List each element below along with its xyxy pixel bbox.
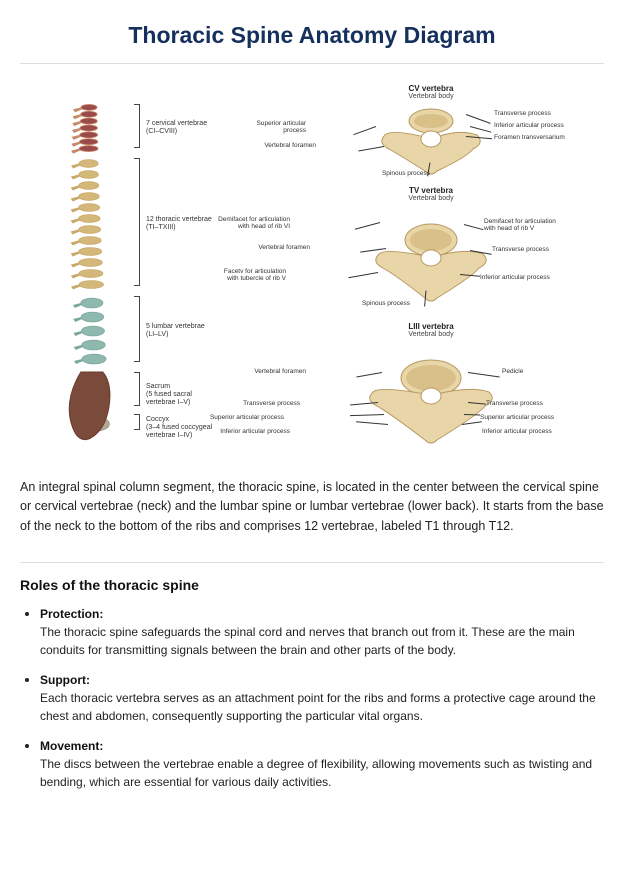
title-rule	[20, 63, 604, 64]
anatomy-label: Transverse process	[486, 400, 543, 407]
anatomy-label: Inferior articular process	[494, 122, 564, 129]
vertebra-block: TV vertebraVertebral bodyDemifacet for a…	[266, 186, 596, 316]
anatomy-label: Superior articular process	[210, 414, 284, 421]
spine-bracket	[134, 414, 140, 430]
spine-bracket	[134, 104, 140, 148]
vertebra-cross-sections: CV vertebraVertebral bodyTransverse proc…	[266, 84, 596, 464]
role-title: Support:	[40, 673, 604, 687]
spine-svg	[38, 84, 158, 454]
role-body: The discs between the vertebrae enable a…	[40, 755, 604, 791]
section-rule	[20, 562, 604, 563]
role-item: Protection: The thoracic spine safeguards…	[40, 605, 604, 659]
spine-bracket	[134, 158, 140, 286]
spine-segment-label: Sacrum(5 fused sacralvertebrae I–V)	[146, 383, 234, 407]
roles-list: Protection: The thoracic spine safeguards…	[20, 605, 604, 791]
anatomy-label: Inferior articular process	[480, 274, 550, 281]
role-item: Support: Each thoracic vertebra serves as…	[40, 671, 604, 725]
spine-segment-label: 5 lumbar vertebrae(LI–LV)	[146, 323, 234, 339]
diagram-container: 7 cervical vertebrae(CI–CVIII)12 thoraci…	[20, 84, 604, 464]
anatomy-label: Spinous process	[362, 300, 410, 307]
roles-heading: Roles of the thoracic spine	[20, 577, 604, 593]
anatomy-label: Inferior articular process	[482, 428, 552, 435]
anatomy-label: Transverse process	[492, 246, 549, 253]
vertebra-svg	[266, 84, 596, 180]
anatomy-label: Inferior articular process	[220, 428, 290, 435]
anatomy-label: Demifacet for articulationwith head of r…	[484, 218, 556, 232]
anatomy-label: Spinous process	[382, 170, 430, 177]
anatomy-label: Pedicle	[502, 368, 523, 375]
role-body: Each thoracic vertebra serves as an atta…	[40, 689, 604, 725]
role-title: Protection:	[40, 607, 604, 621]
anatomy-label: Demifacet for articulationwith head of r…	[218, 216, 290, 230]
anatomy-label: Facetv for articulationwith tubercle of …	[224, 268, 286, 282]
vertebra-svg	[266, 322, 596, 456]
spine-bracket	[134, 296, 140, 362]
spine-segment-label: 7 cervical vertebrae(CI–CVIII)	[146, 120, 234, 136]
anatomy-label: Vertebral foramen	[254, 368, 306, 375]
anatomy-label: Superior articular process	[480, 414, 554, 421]
spine-column-diagram: 7 cervical vertebrae(CI–CVIII)12 thoraci…	[20, 84, 258, 464]
spine-bracket	[134, 372, 140, 406]
intro-paragraph: An integral spinal column segment, the t…	[20, 478, 604, 536]
anatomy-label: Vertebral foramen	[264, 142, 316, 149]
anatomy-label: Transverse process	[243, 400, 300, 407]
role-item: Movement: The discs between the vertebrae…	[40, 737, 604, 791]
role-body: The thoracic spine safeguards the spinal…	[40, 623, 604, 659]
anatomy-label: Foramen transversarium	[494, 134, 565, 141]
role-title: Movement:	[40, 739, 604, 753]
anatomy-label: Superior articularprocess	[257, 120, 307, 134]
vertebra-block: LIII vertebraVertebral bodyVertebral for…	[266, 322, 596, 456]
anatomy-label: Vertebral foramen	[258, 244, 310, 251]
anatomy-label: Transverse process	[494, 110, 551, 117]
vertebra-block: CV vertebraVertebral bodyTransverse proc…	[266, 84, 596, 180]
page-title: Thoracic Spine Anatomy Diagram	[20, 22, 604, 49]
